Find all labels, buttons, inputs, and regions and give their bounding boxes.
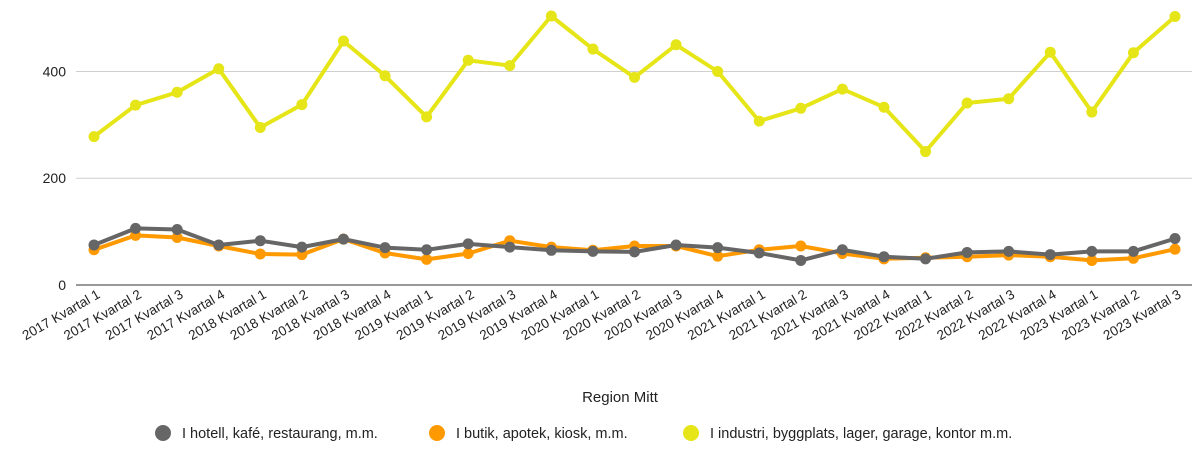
data-point — [670, 39, 682, 51]
data-point — [1003, 93, 1015, 105]
data-point — [421, 244, 433, 256]
legend-marker — [155, 425, 171, 441]
legend-marker — [429, 425, 445, 441]
data-point — [836, 244, 848, 256]
data-point — [379, 242, 391, 254]
data-point — [421, 111, 433, 123]
data-point — [254, 235, 266, 247]
data-point — [1169, 10, 1181, 22]
data-point — [337, 35, 349, 47]
data-point — [1044, 249, 1056, 261]
data-point — [296, 99, 308, 111]
data-point — [462, 248, 474, 260]
data-point — [462, 54, 474, 66]
data-point — [379, 70, 391, 82]
data-point — [254, 122, 266, 134]
legend-label: I hotell, kafé, restaurang, m.m. — [182, 426, 378, 442]
data-point — [171, 231, 183, 243]
data-point — [795, 102, 807, 114]
data-point — [878, 101, 890, 113]
data-point — [88, 131, 100, 143]
data-point — [795, 240, 807, 252]
series-3 — [88, 10, 1181, 158]
data-point — [1086, 245, 1098, 257]
legend: I hotell, kafé, restaurang, m.m. I butik,… — [155, 425, 1012, 442]
data-point — [712, 242, 724, 254]
series-group — [88, 10, 1181, 266]
data-point — [836, 83, 848, 95]
data-point — [421, 253, 433, 265]
y-axis-ticks: 0 200 400 — [43, 63, 67, 293]
x-axis-title: Region Mitt — [582, 389, 659, 406]
data-point — [504, 60, 516, 72]
data-point — [920, 253, 932, 265]
data-point — [545, 244, 557, 256]
series-1 — [88, 222, 1181, 266]
data-point — [504, 241, 516, 253]
data-point — [795, 254, 807, 266]
data-point — [1003, 245, 1015, 257]
data-point — [961, 246, 973, 258]
data-point — [629, 246, 640, 258]
data-point — [1169, 243, 1181, 255]
y-tick-label: 0 — [58, 277, 66, 293]
data-point — [753, 247, 765, 259]
data-point — [1127, 47, 1139, 59]
data-point — [1044, 46, 1056, 58]
data-point — [878, 251, 890, 263]
data-point — [1127, 245, 1139, 257]
data-point — [88, 239, 100, 251]
legend-label: I butik, apotek, kiosk, m.m. — [456, 426, 628, 442]
data-point — [254, 248, 266, 260]
data-point — [629, 71, 640, 83]
data-point — [920, 146, 932, 158]
legend-item: I hotell, kafé, restaurang, m.m. — [155, 425, 378, 442]
data-point — [171, 86, 183, 98]
data-point — [753, 115, 765, 127]
y-tick-label: 400 — [43, 63, 67, 79]
data-point — [462, 238, 474, 250]
data-point — [337, 233, 349, 245]
gridlines — [76, 70, 1192, 286]
data-point — [1086, 106, 1098, 118]
data-point — [961, 97, 973, 109]
data-point — [296, 241, 308, 253]
legend-label: I industri, byggplats, lager, garage, ko… — [710, 426, 1012, 442]
data-point — [670, 239, 682, 251]
data-point — [712, 65, 724, 77]
data-point — [130, 99, 142, 111]
data-point — [1169, 233, 1181, 245]
data-point — [130, 222, 142, 234]
data-point — [587, 43, 599, 55]
data-point — [213, 239, 225, 251]
legend-item: I industri, byggplats, lager, garage, ko… — [683, 425, 1012, 442]
legend-marker — [683, 425, 699, 441]
legend-item: I butik, apotek, kiosk, m.m. — [429, 425, 628, 442]
data-point — [545, 10, 557, 22]
data-point — [1086, 254, 1098, 266]
series-line — [92, 14, 1177, 154]
data-point — [712, 250, 724, 262]
data-point — [587, 245, 599, 257]
data-point — [171, 223, 183, 235]
y-tick-label: 200 — [43, 170, 67, 186]
data-point — [213, 63, 225, 75]
